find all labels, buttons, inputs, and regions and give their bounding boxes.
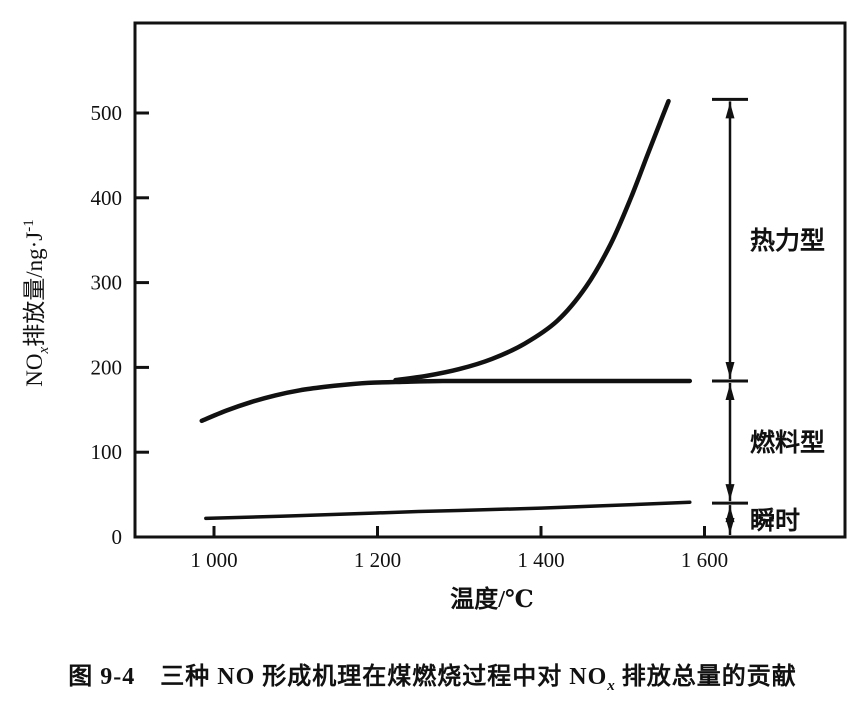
annotation-arrowhead-down-1 [725,484,735,501]
annotation-label-0: 热力型 [750,227,825,255]
series-curve-1 [393,98,671,383]
annotation-arrowhead-up-0 [725,102,735,119]
caption-prefix: 图 9-4 三种 NO 形成机理在煤燃烧过程中对 NO [68,664,608,690]
plot-frame [133,21,847,539]
y-axis-title: NOx排放量/ng·J-1 [21,219,52,386]
series-curve-0 [199,378,693,424]
y-axis-tick-label: 200 [91,355,123,379]
caption-subscript-x: x [607,677,615,694]
x-axis-tick-label: 1 600 [681,548,728,572]
x-axis-tick-label: 1 400 [517,548,564,572]
y-axis-tick-label: 300 [91,271,123,295]
x-axis-title: 温度/℃ [450,585,533,613]
nox-emission-chart: 0 100 200 300 400 500 1 000 1 200 1 400 1 600 热力型燃… [21,21,847,613]
caption-suffix: 排放总量的贡献 [614,664,797,690]
annotation-label-2: 瞬时 [750,507,800,535]
y-axis-tick-label: 0 [112,525,123,549]
y-axis-tick-label: 400 [91,186,123,210]
annotation-arrowhead-down-2 [725,518,735,534]
figure-caption: 图 9-4 三种 NO 形成机理在煤燃烧过程中对 NOx 排放总量的贡献 [0,656,865,695]
annotation-label-1: 燃料型 [750,429,825,457]
annotation-arrowhead-down-0 [725,361,735,378]
annotation-arrowhead-up-1 [725,383,735,400]
y-axis-tick-label: 100 [91,440,123,464]
x-axis-tick-label: 1 000 [190,548,237,572]
y-axis-tick-label: 500 [91,101,123,125]
x-axis-tick-label: 1 200 [354,548,401,572]
series-curve-2 [204,500,692,521]
